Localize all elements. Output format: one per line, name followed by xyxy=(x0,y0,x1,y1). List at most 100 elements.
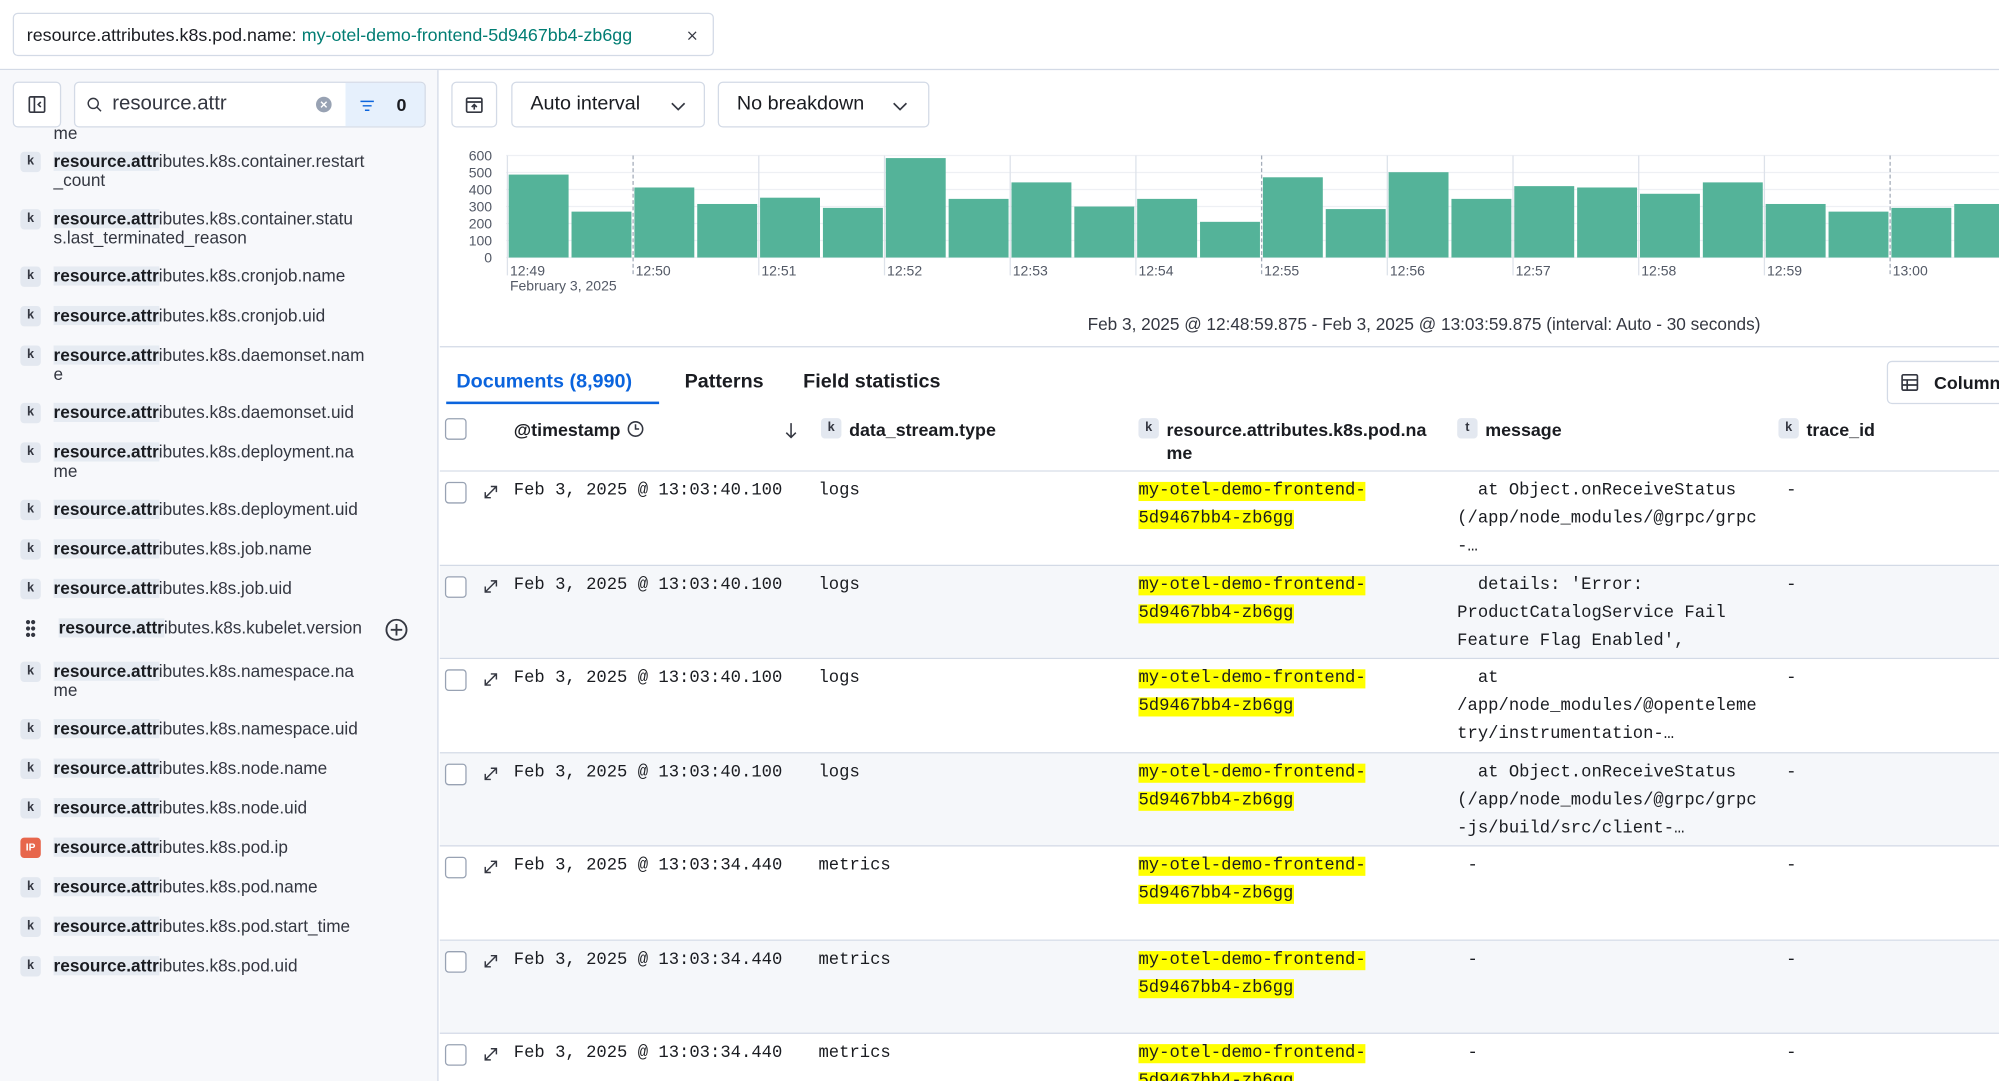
field-item[interactable]: k resource.attributes.k8s.pod.uid xyxy=(15,947,429,987)
data-stream-cell: logs xyxy=(818,478,859,506)
chart-toggle[interactable] xyxy=(451,81,498,128)
field-item[interactable]: k resource.attributes.k8s.job.name xyxy=(15,530,429,570)
icon-part xyxy=(316,96,332,113)
field-item[interactable]: k resource.attributes.k8s.node.name xyxy=(15,750,429,790)
data-stream: metrics xyxy=(818,950,891,970)
tab[interactable]: Patterns xyxy=(684,370,764,393)
trace-cell: - xyxy=(1786,947,1796,975)
icon-part xyxy=(627,421,644,437)
pod-line: my-otel-demo-frontend- xyxy=(1138,759,1366,787)
columns-button[interactable]: Columns xyxy=(1886,360,1999,405)
pod-cell: my-otel-demo-frontend- 5d9467bb4-zb6gg xyxy=(1138,947,1366,1003)
row-checkbox[interactable] xyxy=(444,575,467,598)
breakdown-select[interactable]: No breakdown xyxy=(717,81,930,128)
table-row[interactable]: Feb 3, 2025 @ 13:03:40.100 logs my-otel-de… xyxy=(439,659,1999,753)
field-name: resource.attributes.k8s.node.name xyxy=(53,758,366,779)
field-item[interactable]: k resource.attributes.k8s.deployment.name xyxy=(15,433,429,490)
field-rest: ibutes.k8s.daemonset.name xyxy=(53,345,365,384)
table-row[interactable]: Feb 3, 2025 @ 13:03:34.440 metrics my-otel… xyxy=(439,1033,1999,1081)
search-clear[interactable] xyxy=(315,96,333,120)
field-item[interactable]: k resource.attributes.k8s.namespace.uid xyxy=(15,710,429,750)
table-row[interactable]: Feb 3, 2025 @ 13:03:40.100 logs my-otel-de… xyxy=(439,471,1999,566)
bar xyxy=(1639,193,1700,258)
bar xyxy=(948,198,1009,258)
expand-icon[interactable] xyxy=(482,577,500,601)
bar xyxy=(1891,207,1952,258)
table-row[interactable]: Feb 3, 2025 @ 13:03:40.100 logs my-otel-de… xyxy=(439,752,1999,847)
sort-arrow[interactable] xyxy=(781,421,800,445)
expand-icon[interactable] xyxy=(482,952,500,976)
trace-id: - xyxy=(1786,669,1797,689)
column-header[interactable]: @timestamp xyxy=(514,418,797,441)
field-match: resource.attr xyxy=(53,539,159,559)
tab[interactable]: Documents (8,990) xyxy=(456,370,633,393)
table-row[interactable]: Feb 3, 2025 @ 13:03:40.100 logs my-otel-de… xyxy=(439,565,1999,660)
tab[interactable]: Field statistics xyxy=(803,370,941,393)
table-row[interactable]: Feb 3, 2025 @ 13:03:34.440 metrics my-otel… xyxy=(439,940,1999,1034)
field-item[interactable]: k resource.attributes.k8s.pod.name xyxy=(15,868,429,908)
column-header[interactable]: k data_stream.type xyxy=(821,418,1130,441)
bar xyxy=(1388,172,1449,258)
filter-pill[interactable]: resource.attributes.k8s.pod.name: my-otel… xyxy=(12,12,714,57)
add-field[interactable] xyxy=(385,618,408,645)
pod-line: my-otel-demo-frontend- xyxy=(1138,478,1366,506)
filter-count-button[interactable]: 0 xyxy=(345,82,425,127)
row-checkbox[interactable] xyxy=(444,481,467,504)
field-item[interactable]: k resource.attributes.k8s.deployment.uid xyxy=(15,491,429,531)
row-checkbox[interactable] xyxy=(444,1044,467,1066)
trace-id: - xyxy=(1786,856,1797,876)
search-box[interactable]: resource.attr 0 xyxy=(73,81,426,128)
field-item[interactable]: k resource.attributes.k8s.pod.start_time xyxy=(15,908,429,948)
field-item[interactable]: k resource.attributes.k8s.daemonset.name xyxy=(15,337,429,394)
expand-icon[interactable] xyxy=(482,858,500,882)
field-item[interactable]: k resource.attributes.k8s.job.uid xyxy=(15,570,429,610)
row-checkbox[interactable] xyxy=(444,669,467,691)
expand-icon[interactable] xyxy=(482,483,500,507)
expand-icon[interactable] xyxy=(482,1045,500,1069)
icon-part xyxy=(484,860,498,874)
field-rest: ibutes.k8s.node.uid xyxy=(158,798,308,818)
field-item[interactable]: k resource.attributes.k8s.container.statu… xyxy=(15,200,429,257)
x-tick-label: 12:52 xyxy=(887,262,922,278)
row-checkbox[interactable] xyxy=(444,763,467,785)
column-name: message xyxy=(1485,419,1562,440)
field-rest: ibutes.k8s.pod.name xyxy=(158,877,318,897)
icon-part xyxy=(671,102,686,111)
icon-part xyxy=(893,102,908,111)
column-header[interactable]: k resource.attributes.k8s.pod.name xyxy=(1138,418,1436,464)
trace-cell: - xyxy=(1786,1040,1796,1068)
timestamp: Feb 3, 2025 @ 13:03:34.440 xyxy=(513,856,783,876)
field-item[interactable]: k resource.attributes.k8s.namespace.name xyxy=(15,653,429,710)
field-item[interactable]: IP resource.attributes.k8s.pod.ip xyxy=(15,829,429,869)
field-name: resource.attributes.k8s.deployment.name xyxy=(53,442,366,481)
field-item[interactable]: k resource.attributes.k8s.cronjob.uid xyxy=(15,297,429,337)
field-type-badge: k xyxy=(20,499,41,521)
pod-name-part: my-otel-demo-frontend- xyxy=(1138,1044,1366,1064)
expand-icon[interactable] xyxy=(482,671,500,695)
field-rest: ibutes.k8s.deployment.name xyxy=(53,442,354,481)
message-line: - xyxy=(1457,950,1478,970)
time-range: Feb 3, 2025 @ 12:48:59.875 - Feb 3, 2025… xyxy=(1088,314,1761,334)
field-item[interactable]: k resource.attributes.k8s.daemonset.uid xyxy=(15,394,429,434)
table-row[interactable]: Feb 3, 2025 @ 13:03:34.440 metrics my-otel… xyxy=(439,846,1999,941)
column-header[interactable]: t message xyxy=(1457,418,1766,441)
top-bar-border xyxy=(0,68,1999,71)
row-checkbox[interactable] xyxy=(444,950,467,973)
field-item[interactable]: resource.attributes.k8s.kubelet.version xyxy=(15,609,429,652)
timestamp: Feb 3, 2025 @ 13:03:34.440 xyxy=(513,950,783,970)
field-item[interactable]: k resource.attributes.k8s.node.uid xyxy=(15,789,429,829)
interval-select[interactable]: Auto interval xyxy=(511,81,706,128)
field-type-badge: k xyxy=(20,916,41,938)
filter-remove[interactable] xyxy=(685,27,700,47)
expand-icon[interactable] xyxy=(482,764,500,788)
message-line: - xyxy=(1457,1044,1478,1064)
sidebar-toggle[interactable] xyxy=(12,81,62,128)
field-item[interactable]: k resource.attributes.k8s.cronjob.name xyxy=(15,258,429,298)
column-header[interactable]: k trace_id xyxy=(1778,418,1999,441)
x-tick-label: 12:56 xyxy=(1390,262,1425,278)
field-item[interactable]: k resource.attributes.k8s.container.resta… xyxy=(15,143,429,200)
select-all-checkbox[interactable] xyxy=(444,418,467,440)
message-line: /app/node_modules/@openteleme xyxy=(1457,697,1757,717)
message-line: at xyxy=(1457,669,1499,689)
row-checkbox[interactable] xyxy=(444,856,467,879)
